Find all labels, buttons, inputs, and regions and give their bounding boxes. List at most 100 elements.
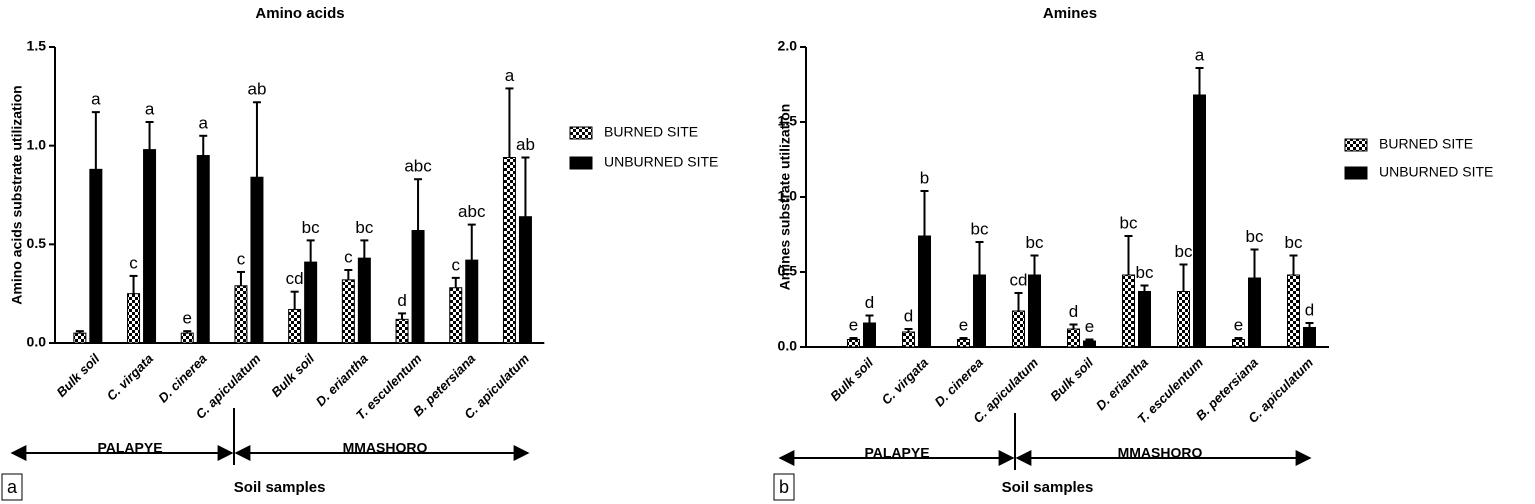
bar	[918, 235, 931, 348]
significance-letter: bc	[1175, 242, 1193, 261]
y-tick-label: 0.5	[778, 263, 798, 279]
bar	[196, 155, 210, 344]
x-axis-label: Soil samples	[1002, 479, 1094, 496]
y-tick-label: 0.5	[27, 235, 47, 251]
significance-letter: bc	[1285, 233, 1303, 252]
significance-letter: bc	[1026, 233, 1044, 252]
significance-letter: bc	[1136, 263, 1154, 282]
bar	[357, 257, 371, 344]
significance-letter: ab	[247, 80, 266, 99]
significance-letter: e	[183, 309, 192, 328]
group-label: PALAPYE	[97, 440, 162, 456]
significance-letter: e	[849, 315, 858, 334]
y-tick-label: 0.0	[27, 334, 47, 350]
group-label: MMASHORO	[1118, 445, 1203, 461]
x-tick-label: Bulk soil	[1047, 355, 1096, 404]
significance-letter: d	[865, 293, 874, 312]
y-tick-label: 1.5	[778, 113, 798, 129]
bar	[465, 259, 479, 344]
bar	[502, 157, 516, 344]
significance-letter: a	[91, 90, 101, 109]
panel-box	[773, 473, 795, 501]
bar	[341, 279, 355, 344]
significance-letter: e	[959, 315, 968, 334]
bar	[957, 339, 970, 348]
bar	[304, 261, 318, 344]
significance-letter: c	[344, 247, 353, 266]
significance-letter: b	[920, 168, 929, 187]
bar	[1287, 274, 1300, 348]
bar	[180, 332, 194, 344]
bar	[1303, 327, 1316, 348]
bar	[1067, 328, 1080, 348]
significance-letter: e	[1085, 317, 1094, 336]
significance-letter: ab	[516, 135, 535, 154]
significance-letter: bc	[1120, 213, 1138, 232]
legend-swatch	[569, 126, 593, 140]
bar	[288, 308, 302, 344]
x-tick-label: D. cinerea	[931, 355, 986, 410]
group-label: PALAPYE	[864, 445, 929, 461]
x-tick-label: Bulk soil	[268, 351, 317, 400]
x-tick-label: Bulk soil	[827, 355, 876, 404]
x-tick-label: C. virgata	[879, 355, 932, 408]
y-tick-label: 0.0	[778, 338, 798, 354]
bar	[395, 318, 409, 344]
x-tick-label: D. eriantha	[1093, 355, 1151, 413]
y-tick-label: 1.0	[27, 136, 47, 152]
y-tick-label: 2.0	[778, 38, 798, 54]
x-tick-label: C. virgata	[104, 351, 157, 404]
significance-letter: e	[1234, 315, 1243, 334]
significance-letter: a	[145, 99, 155, 118]
bar	[127, 293, 141, 344]
bar	[1193, 94, 1206, 348]
bar	[847, 339, 860, 348]
significance-letter: bc	[971, 219, 989, 238]
legend-label: BURNED SITE	[604, 124, 698, 140]
significance-letter: a	[1195, 45, 1205, 64]
panel-letter: a	[7, 477, 18, 497]
y-tick-label: 1.0	[778, 188, 798, 204]
significance-letter: d	[397, 291, 406, 310]
y-axis-label: Amino acids substrate utilization	[9, 85, 25, 304]
panel-letter: b	[779, 477, 789, 497]
y-axis-label: Amines substrate utilization	[777, 104, 793, 291]
group-label: MMASHORO	[343, 440, 428, 456]
bar	[902, 331, 915, 348]
significance-letter: c	[237, 249, 246, 268]
legend-swatch	[569, 156, 593, 170]
significance-letter: a	[199, 113, 209, 132]
x-tick-label: D. cinerea	[155, 351, 210, 406]
legend-label: UNBURNED SITE	[604, 154, 718, 170]
x-tick-label: Bulk soil	[53, 351, 102, 400]
bar	[449, 287, 463, 344]
bar	[1177, 291, 1190, 348]
legend-swatch	[1344, 166, 1368, 180]
significance-letter: abc	[404, 157, 432, 176]
bar	[143, 149, 157, 344]
bar	[89, 168, 103, 344]
bar	[1232, 339, 1245, 348]
x-tick-label: D. eriantha	[313, 351, 371, 409]
significance-letter: d	[1069, 302, 1078, 321]
legend-swatch	[1344, 138, 1368, 152]
chart-title: Amines	[1043, 5, 1097, 22]
significance-letter: c	[129, 253, 138, 272]
bar	[1012, 310, 1025, 348]
significance-letter: cd	[1010, 270, 1028, 289]
x-axis-label: Soil samples	[234, 479, 326, 496]
panel-box	[1, 473, 23, 501]
significance-letter: c	[452, 255, 461, 274]
significance-letter: bc	[302, 218, 320, 237]
bar	[73, 332, 87, 344]
bar	[1028, 274, 1041, 348]
significance-letter: d	[1305, 300, 1314, 319]
bar	[1138, 291, 1151, 348]
bar	[234, 285, 248, 344]
bar	[863, 322, 876, 348]
y-tick-label: 1.5	[27, 38, 47, 54]
significance-letter: bc	[355, 218, 373, 237]
significance-letter: cd	[286, 269, 304, 288]
bar	[518, 216, 532, 344]
